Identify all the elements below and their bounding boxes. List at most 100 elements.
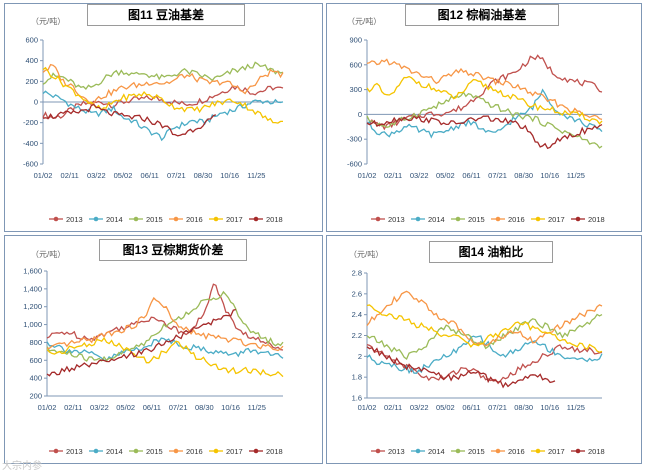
x-tick-label: 10/16 xyxy=(540,403,559,412)
legend-marker xyxy=(495,448,501,454)
y-tick-label: 2.4 xyxy=(352,310,362,319)
x-tick-label: 01/02 xyxy=(358,403,377,412)
y-tick-label: 600 xyxy=(349,60,362,69)
x-tick-label: 06/11 xyxy=(462,171,480,180)
x-tick-label: 10/16 xyxy=(221,403,240,412)
y-tick-label: 2.2 xyxy=(352,331,362,340)
series-line-2017 xyxy=(46,336,284,378)
y-tick-label: 2.8 xyxy=(352,269,362,278)
legend-label-2016: 2016 xyxy=(508,215,525,224)
y-tick-label: 2 xyxy=(358,352,362,361)
legend-label-2013: 2013 xyxy=(388,215,405,224)
legend-label-2017: 2017 xyxy=(226,447,243,456)
watermark: 大宗内参 xyxy=(2,461,42,472)
series-line-2018 xyxy=(46,308,236,377)
legend-marker xyxy=(375,448,381,454)
y-tick-label: 900 xyxy=(349,36,362,45)
series-line-2015 xyxy=(42,61,284,90)
legend-label-2017: 2017 xyxy=(226,215,243,224)
y-tick-label: 0 xyxy=(358,110,362,119)
y-tick-label: 0 xyxy=(34,98,38,107)
x-tick-label: 03/22 xyxy=(410,403,429,412)
y-tick-label: 400 xyxy=(25,56,38,65)
chart-svg: -600 -300 0 300 600 900 01/02 02/11 03/22 05/02 06… xyxy=(347,36,605,225)
chart-svg: -600 -400 -200 0 200 400 600 01/02 02/11 03/22 05/… xyxy=(23,36,284,224)
legend-marker xyxy=(173,448,179,454)
legend-marker xyxy=(535,216,541,222)
legend-label-2015: 2015 xyxy=(468,215,485,224)
x-tick-label: 07/21 xyxy=(488,403,507,412)
x-tick-label: 07/21 xyxy=(167,171,186,180)
x-tick-label: 08/30 xyxy=(514,171,533,180)
y-tick-label: 1,000 xyxy=(23,320,42,329)
y-tick-label: 1,600 xyxy=(23,267,42,276)
x-tick-label: 03/22 xyxy=(90,403,109,412)
x-tick-label: 01/02 xyxy=(358,171,377,180)
y-tick-label: 1.6 xyxy=(352,394,362,403)
x-tick-label: 07/21 xyxy=(169,403,188,412)
y-tick-label: -200 xyxy=(23,118,38,127)
legend-marker xyxy=(53,448,59,454)
chart-svg: 1.6 1.8 2 2.2 2.4 2.6 2.8 01/02 02/11 03/22 05/02 0… xyxy=(352,269,605,457)
series-line-2016 xyxy=(366,58,603,121)
legend-marker xyxy=(93,448,99,454)
series-line-2015 xyxy=(46,290,284,362)
legend-label-2014: 2014 xyxy=(106,215,123,224)
y-tick-label: 600 xyxy=(29,356,42,365)
y-tick-label: 200 xyxy=(25,77,38,86)
x-tick-label: 05/02 xyxy=(436,403,455,412)
legend-label-2017: 2017 xyxy=(548,215,565,224)
chart-svg: 200 400 600 800 1,000 1,200 1,400 1,600 01/02 02/… xyxy=(23,267,284,456)
legend-label-2014: 2014 xyxy=(428,447,445,456)
x-tick-label: 05/02 xyxy=(116,403,135,412)
x-tick-label: 08/30 xyxy=(195,403,214,412)
legend-label-2014: 2014 xyxy=(428,215,445,224)
legend-marker xyxy=(213,448,219,454)
y-unit-label: （元/吨） xyxy=(349,250,384,259)
legend-label-2014: 2014 xyxy=(106,447,123,456)
x-tick-label: 06/11 xyxy=(141,171,159,180)
series-line-2018 xyxy=(366,115,603,150)
legend-label-2015: 2015 xyxy=(146,215,163,224)
y-tick-label: -300 xyxy=(347,135,362,144)
y-unit-label: （元/吨） xyxy=(31,17,66,26)
legend-label-2018: 2018 xyxy=(266,447,283,456)
series-line-2013 xyxy=(366,343,603,385)
legend-marker xyxy=(415,448,421,454)
y-tick-label: 1,200 xyxy=(23,302,42,311)
series-line-2016 xyxy=(46,296,284,352)
legend-label-2018: 2018 xyxy=(588,215,605,224)
legend-label-2017: 2017 xyxy=(548,447,565,456)
y-tick-label: 200 xyxy=(29,392,42,401)
y-tick-label: 400 xyxy=(29,374,42,383)
x-tick-label: 11/25 xyxy=(248,403,266,412)
x-tick-label: 10/16 xyxy=(220,171,239,180)
y-unit-label: （元/吨） xyxy=(347,17,382,26)
chart-panel-1: 图11 豆油基差 （元/吨） -600 -400 -200 0 200 400 600 01/… xyxy=(4,3,323,232)
legend-marker xyxy=(53,216,59,222)
legend-marker xyxy=(575,216,581,222)
series-line-2016 xyxy=(366,290,603,347)
series-line-2014 xyxy=(46,337,284,362)
x-tick-label: 11/25 xyxy=(567,403,585,412)
legend-marker xyxy=(415,216,421,222)
legend-marker xyxy=(213,216,219,222)
y-tick-label: -400 xyxy=(23,139,38,148)
legend-label-2016: 2016 xyxy=(508,447,525,456)
x-tick-label: 11/25 xyxy=(567,171,585,180)
x-tick-label: 02/11 xyxy=(61,171,79,180)
legend-label-2013: 2013 xyxy=(66,215,83,224)
x-tick-label: 08/30 xyxy=(194,171,213,180)
y-tick-label: 2.6 xyxy=(352,289,362,298)
legend-marker xyxy=(93,216,99,222)
x-tick-label: 06/11 xyxy=(462,403,480,412)
legend-marker xyxy=(375,216,381,222)
chart-title: 图11 豆油基差 xyxy=(87,4,245,26)
chart-panel-4: 图14 油粕比 （元/吨） 1.6 1.8 2 2.2 2.4 2.6 2.8 01/02 02… xyxy=(326,235,642,464)
legend-label-2015: 2015 xyxy=(146,447,163,456)
legend-marker xyxy=(133,448,139,454)
series-line-2018 xyxy=(366,346,556,389)
legend-label-2018: 2018 xyxy=(266,215,283,224)
x-tick-label: 10/16 xyxy=(540,171,559,180)
y-tick-label: 800 xyxy=(29,338,42,347)
